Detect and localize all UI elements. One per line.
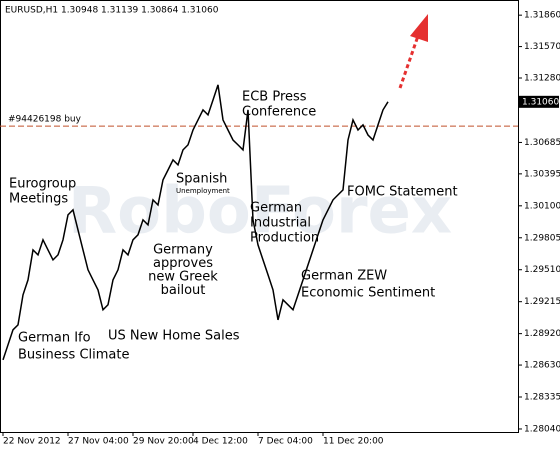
x-tick-label: 11 Dec 20:00: [323, 437, 384, 447]
x-tick-label: 29 Nov 20:00: [133, 437, 194, 447]
y-tick-label: 1.29215: [524, 297, 560, 307]
y-tick-label: 1.28040: [524, 424, 560, 434]
y-tick-label: 1.31860: [524, 11, 560, 21]
price-marker-label: 1.31060: [522, 97, 559, 107]
y-tick-label: 1.28335: [524, 393, 560, 403]
annotation: FOMC Statement: [347, 185, 458, 200]
price-line: [2, 84, 389, 361]
order-label: #94426198 buy: [8, 115, 82, 125]
y-tick-label: 1.30395: [524, 169, 560, 179]
annotation: US New Home Sales: [108, 329, 240, 344]
y-tick-label: 1.31570: [524, 42, 560, 52]
y-tick-label: 1.30100: [524, 201, 560, 211]
watermark: RoboForex: [68, 175, 452, 249]
price-marker-box: [519, 95, 559, 108]
annotation: Conference: [242, 105, 316, 120]
annotation: Business Climate: [18, 348, 129, 363]
annotation: German Ifo: [18, 331, 91, 346]
annotation: Germany: [153, 243, 213, 258]
annotation: Unemployment: [176, 187, 230, 195]
header: EURUSD,H1 1.30948 1.31139 1.30864 1.3106…: [5, 6, 219, 16]
y-tick-label: 1.31280: [524, 73, 560, 83]
annotation: bailout: [161, 283, 206, 298]
annotation: German ZEW: [301, 269, 387, 284]
x-tick-label: 22 Nov 2012: [3, 437, 61, 447]
y-tick-label: 1.28920: [524, 329, 560, 339]
y-tick-label: 1.30685: [524, 138, 560, 148]
arrow-head: [410, 14, 428, 42]
annotation: new Greek: [148, 270, 218, 285]
annotation: Industrial: [250, 216, 311, 231]
annotation: Spanish: [176, 172, 227, 187]
annotation: Production: [250, 231, 319, 246]
plot-frame: [0, 0, 519, 433]
annotation: ECB Press: [242, 90, 307, 105]
annotation: approves: [153, 256, 213, 271]
y-tick-label: 1.29510: [524, 265, 560, 275]
y-tick-label: 1.29805: [524, 233, 560, 243]
annotation: Meetings: [9, 192, 68, 207]
y-tick-label: 1.28630: [524, 361, 560, 371]
x-tick-label: 7 Dec 04:00: [258, 437, 313, 447]
x-tick-label: 27 Nov 04:00: [68, 437, 129, 447]
annotation: Eurogroup: [9, 177, 76, 192]
arrow-shaft: [398, 35, 420, 89]
annotation: Economic Sentiment: [301, 286, 435, 301]
annotation: German: [250, 201, 302, 216]
x-tick-label: 4 Dec 12:00: [193, 437, 248, 447]
